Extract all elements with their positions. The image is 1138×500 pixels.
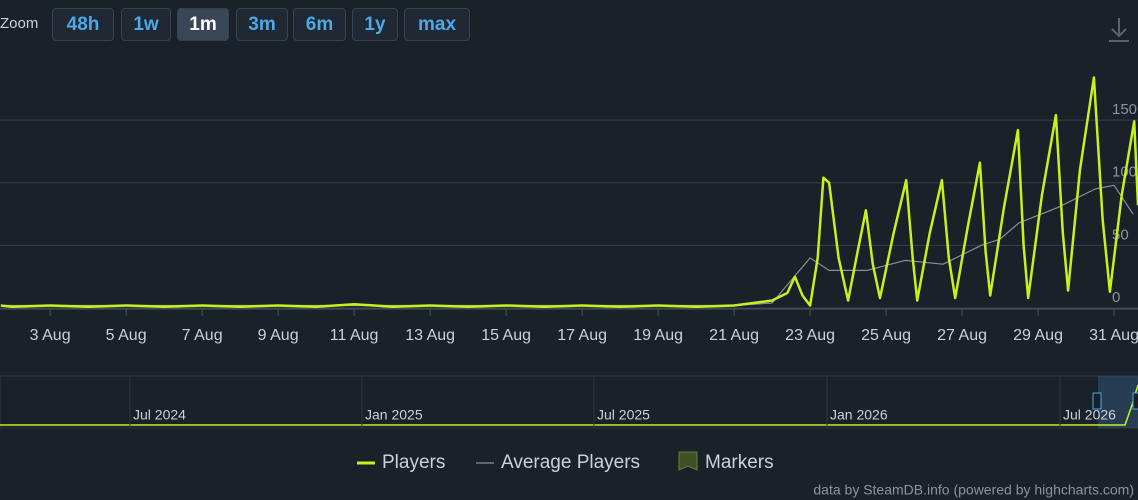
download-icon[interactable] — [1109, 18, 1129, 42]
zoom-button[interactable]: 1w — [121, 8, 171, 41]
x-tick-label: 29 Aug — [1013, 327, 1063, 344]
x-tick-label: 19 Aug — [633, 327, 683, 344]
x-tick-label: 9 Aug — [258, 327, 299, 344]
navigator-label: Jul 2025 — [597, 407, 650, 423]
navigator-selection — [1098, 376, 1138, 428]
x-tick-label: 31 Aug — [1089, 327, 1138, 344]
zoom-button[interactable]: 3m — [236, 8, 288, 41]
navigator-label: Jan 2026 — [830, 407, 888, 423]
zoom-label: Zoom — [0, 15, 39, 32]
y-tick-label: 0 — [1112, 289, 1120, 306]
legend-label[interactable]: Average Players — [501, 452, 640, 473]
zoom-button[interactable]: 6m — [293, 8, 346, 41]
x-tick-label: 5 Aug — [106, 327, 147, 344]
x-tick-label: 23 Aug — [785, 327, 835, 344]
icon-part — [1111, 28, 1127, 38]
zoom-button[interactable]: 1m — [177, 8, 229, 41]
x-tick-label: 21 Aug — [709, 327, 759, 344]
x-tick-label: 13 Aug — [405, 327, 455, 344]
navigator-frame — [0, 375, 1138, 429]
series-line — [0, 76, 1138, 308]
navigator-label: Jul 2026 — [1063, 407, 1116, 423]
navigator[interactable]: Jul 2024 Jan 2025 Jul 2025 Jan 2026 Jul 2026 — [0, 375, 1138, 429]
navigator-label: Jan 2025 — [365, 407, 423, 423]
x-tick-label: 3 Aug — [30, 327, 71, 344]
zoom-button[interactable]: 48h — [52, 8, 114, 41]
x-tick-label: 11 Aug — [330, 327, 379, 344]
navigator-handle[interactable] — [1092, 392, 1102, 410]
y-tick-label: 50 — [1112, 226, 1129, 243]
navigator-label: Jul 2024 — [133, 407, 186, 423]
zoom-button[interactable]: 1y — [352, 8, 398, 41]
legend-label: Markers — [705, 452, 774, 473]
y-tick-label: 150 — [1112, 101, 1137, 118]
navigator-handle[interactable] — [1132, 392, 1138, 410]
series-line — [0, 184, 1134, 307]
x-tick-label: 7 Aug — [182, 327, 223, 344]
x-tick-label: 15 Aug — [481, 327, 531, 344]
x-tick-label: 25 Aug — [861, 327, 911, 344]
x-tick-label: 17 Aug — [557, 327, 607, 344]
x-tick-label: 27 Aug — [937, 327, 987, 344]
zoom-button[interactable]: max — [404, 8, 470, 41]
credits: data by SteamDB.info (powered by highcha… — [813, 482, 1134, 498]
legend-swatch — [678, 451, 698, 471]
legend-label[interactable]: Players — [382, 452, 445, 473]
